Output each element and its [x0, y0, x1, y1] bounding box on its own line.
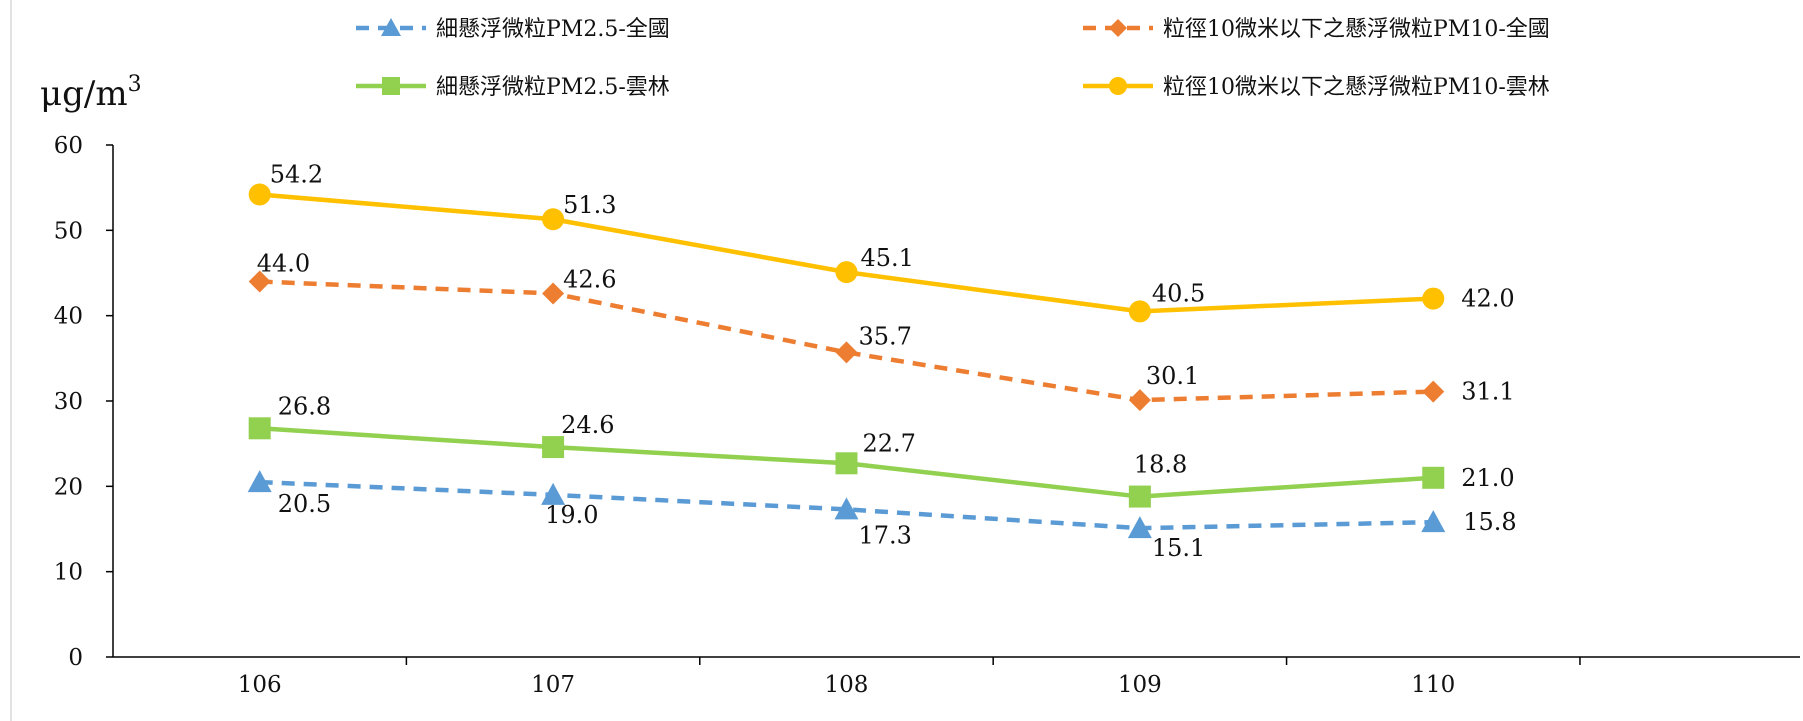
data-label-pm10-national: 44.0	[257, 250, 310, 278]
legend: 細懸浮微粒PM2.5-全國 粒徑10微米以下之懸浮微粒PM10-全國細懸浮微粒PM…	[356, 17, 1550, 100]
legend-item-pm10-yunlin: 粒徑10微米以下之懸浮微粒PM10-雲林	[1083, 75, 1550, 100]
data-point-pm10-yunlin	[1422, 287, 1445, 310]
data-label-pm10-yunlin: 45.1	[860, 244, 913, 272]
x-tick-label: 108	[825, 672, 869, 698]
data-label-pm25-national: 17.3	[858, 521, 911, 549]
legend-item-pm25-national: 細懸浮微粒PM2.5-全國	[356, 17, 670, 42]
data-label-pm25-national: 15.1	[1152, 534, 1205, 562]
x-tick-label: 109	[1118, 672, 1162, 698]
unit-label: μg/m3	[40, 72, 142, 114]
data-label-pm10-national: 31.1	[1461, 378, 1514, 406]
data-label-pm25-yunlin: 22.7	[862, 429, 915, 457]
y-tick-label: 30	[54, 389, 83, 415]
legend-marker-circle	[1109, 77, 1127, 95]
series-line-pm10-yunlin	[259, 192, 1434, 314]
y-tick-label: 10	[54, 560, 83, 586]
data-label-pm10-yunlin: 40.5	[1152, 279, 1205, 307]
x-axis-ticks: 106 107 108 109 110	[238, 657, 1581, 698]
legend-label: 細懸浮微粒PM2.5-雲林	[436, 75, 670, 100]
y-axis-ticks: 0 10 20 30 40 50 60	[54, 133, 113, 671]
data-point-pm10-national	[542, 282, 565, 305]
legend-label: 粒徑10微米以下之懸浮微粒PM10-雲林	[1163, 75, 1550, 100]
data-point-pm10-yunlin	[248, 183, 271, 206]
data-point-pm10-national	[1422, 380, 1445, 403]
data-label-pm10-national: 42.6	[563, 265, 616, 293]
y-tick-label: 40	[54, 304, 83, 330]
data-point-pm25-national	[541, 482, 566, 505]
data-point-pm10-yunlin	[835, 261, 858, 284]
legend-marker-square	[382, 77, 400, 95]
data-label-pm25-yunlin: 18.8	[1134, 451, 1187, 479]
legend-marker-triangle	[381, 18, 401, 36]
axes	[112, 145, 1800, 658]
y-tick-label: 0	[68, 645, 83, 671]
data-label-pm25-national: 15.8	[1463, 508, 1516, 536]
data-point-pm10-national	[248, 270, 271, 293]
x-tick-label: 110	[1411, 672, 1455, 698]
y-tick-label: 50	[54, 218, 83, 244]
data-point-pm10-national	[1128, 389, 1151, 412]
data-label-pm10-national: 35.7	[858, 322, 911, 350]
unit-superscript: 3	[128, 72, 142, 97]
data-label-pm10-yunlin: 51.3	[563, 191, 616, 219]
data-label-pm25-national: 19.0	[545, 501, 598, 529]
data-label-pm10-yunlin: 54.2	[270, 160, 323, 188]
data-point-pm10-national	[835, 341, 858, 364]
data-label-pm25-yunlin: 24.6	[561, 411, 614, 439]
data-point-pm25-national	[834, 497, 859, 520]
legend-marker-diamond	[1109, 19, 1127, 37]
data-label-pm25-yunlin: 26.8	[278, 392, 331, 420]
data-point-pm10-yunlin	[1128, 300, 1151, 323]
data-label-pm25-national: 20.5	[278, 490, 331, 518]
data-point-pm25-national	[1421, 510, 1446, 533]
series-markers	[247, 183, 1446, 539]
unit-label-group: μg/m3	[40, 72, 142, 114]
data-point-pm25-yunlin	[1422, 466, 1445, 489]
legend-item-pm25-yunlin: 細懸浮微粒PM2.5-雲林	[356, 75, 670, 100]
y-tick-label: 20	[54, 474, 83, 500]
series-line-pm10-national	[259, 279, 1434, 403]
y-tick-label: 60	[54, 133, 83, 159]
x-tick-label: 107	[531, 672, 575, 698]
legend-label: 粒徑10微米以下之懸浮微粒PM10-全國	[1163, 17, 1550, 42]
data-point-pm25-yunlin	[248, 417, 271, 440]
data-point-pm25-yunlin	[835, 452, 858, 475]
data-point-pm10-yunlin	[542, 208, 565, 231]
unit-text: μg/m	[40, 74, 128, 114]
legend-label: 細懸浮微粒PM2.5-全國	[436, 17, 670, 42]
legend-item-pm10-national: 粒徑10微米以下之懸浮微粒PM10-全國	[1083, 17, 1550, 42]
series-line-pm25-national	[259, 479, 1434, 531]
data-label-pm10-yunlin: 42.0	[1461, 285, 1514, 313]
data-point-pm25-national	[1127, 516, 1152, 539]
data-point-pm25-yunlin	[542, 436, 565, 459]
x-tick-label: 106	[238, 672, 282, 698]
data-point-pm25-national	[247, 470, 272, 493]
data-label-pm25-yunlin: 21.0	[1461, 464, 1514, 492]
data-labels: 20.5 19.0 17.3 15.1 15.8 44.0 42.6 35.7 30.1 31.1…	[257, 160, 1517, 562]
data-point-pm25-yunlin	[1128, 485, 1151, 508]
data-label-pm10-national: 30.1	[1146, 362, 1199, 390]
